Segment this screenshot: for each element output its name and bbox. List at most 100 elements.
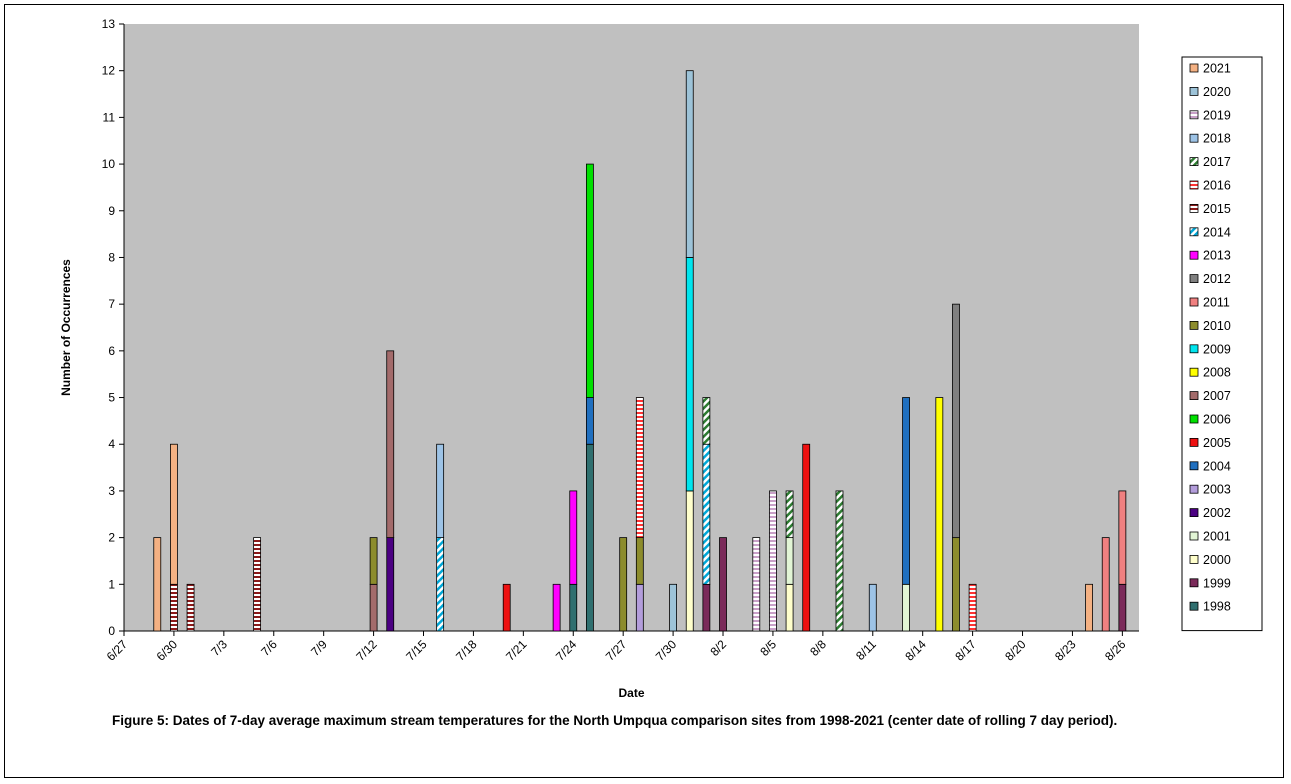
legend-swatch-2013 — [1189, 250, 1199, 260]
y-tick-label: 4 — [108, 437, 115, 451]
legend-label-2014: 2014 — [1203, 225, 1231, 239]
legend-label-2001: 2001 — [1203, 530, 1231, 544]
x-axis-title: Date — [618, 686, 644, 700]
bar-segment-2008 — [935, 397, 944, 632]
y-tick-label: 7 — [108, 297, 115, 311]
x-tick-label: 8/20 — [1002, 637, 1029, 664]
legend-swatch-2005 — [1189, 437, 1199, 447]
x-tick-label: 8/8 — [807, 637, 829, 659]
y-tick-label: 1 — [108, 577, 115, 591]
bar-segment-2005 — [802, 443, 811, 632]
bar-segment-2000 — [785, 583, 794, 632]
bar-segment-2013 — [569, 490, 578, 585]
legend-swatch-2006 — [1189, 414, 1199, 424]
legend-label-2015: 2015 — [1203, 202, 1231, 216]
legend-label-2009: 2009 — [1203, 342, 1231, 356]
x-tick-label: 7/6 — [258, 637, 280, 659]
bar-segment-2016 — [968, 583, 977, 632]
bar-segment-2021 — [1085, 583, 1093, 632]
bar-segment-2004 — [902, 397, 910, 585]
legend-swatch-2018 — [1189, 133, 1199, 143]
x-tick-label: 8/14 — [902, 637, 929, 664]
bar-segment-2004 — [586, 397, 594, 445]
legend-label-1998: 1998 — [1203, 600, 1231, 614]
legend-label-2007: 2007 — [1203, 389, 1231, 403]
legend-label-2011: 2011 — [1203, 296, 1230, 310]
bar-segment-2021 — [153, 537, 162, 632]
legend-label-2003: 2003 — [1203, 483, 1231, 497]
bar-segment-2018 — [436, 443, 445, 539]
legend-swatch-1999 — [1189, 578, 1199, 588]
bar-segment-2021 — [170, 443, 178, 585]
legend-swatch-2011 — [1189, 297, 1199, 307]
y-tick-label: 8 — [108, 250, 115, 264]
bar-segment-1998 — [569, 583, 578, 632]
legend-label-2000: 2000 — [1203, 553, 1231, 567]
bar-segment-2014 — [436, 537, 445, 632]
legend-swatch-2015 — [1189, 203, 1199, 213]
legend-swatch-2002 — [1189, 508, 1199, 518]
x-tick-label: 7/18 — [453, 637, 480, 664]
legend-swatch-2007 — [1189, 391, 1199, 401]
x-tick-label: 6/27 — [104, 637, 131, 664]
bars — [153, 70, 1127, 632]
y-tick-label: 6 — [108, 344, 115, 358]
legend-label-2004: 2004 — [1203, 459, 1231, 473]
legend-label-2018: 2018 — [1203, 132, 1231, 146]
y-tick-label: 11 — [103, 110, 116, 124]
legend-swatch-2021 — [1189, 63, 1199, 73]
legend-swatch-2004 — [1189, 461, 1199, 471]
bar-segment-2019 — [752, 537, 761, 632]
bar-segment-2005 — [502, 583, 511, 632]
x-tick-label: 7/27 — [603, 637, 630, 664]
x-tick-label: 8/5 — [757, 637, 779, 659]
x-axis: 6/27 6/30 7/3 7/6 7/9 7/12 7/15 7/18 7/21 7/24 7/2… — [104, 630, 1139, 664]
bar-segment-2019 — [769, 490, 777, 632]
bar-segment-2010 — [635, 537, 644, 585]
bar-segment-1999 — [719, 537, 727, 632]
legend-swatch-2000 — [1189, 555, 1199, 564]
x-tick-label: 7/3 — [208, 637, 230, 659]
bar-segment-2007 — [386, 350, 395, 539]
legend-swatch-2019 — [1189, 110, 1199, 120]
legend-label-2016: 2016 — [1203, 179, 1231, 193]
legend-swatch-2003 — [1189, 484, 1199, 494]
bar-segment-2000 — [685, 490, 694, 632]
x-tick-label: 7/15 — [403, 637, 430, 664]
legend-swatch-2008 — [1189, 367, 1199, 377]
bar-segment-2011 — [1118, 490, 1127, 585]
bar-segment-1998 — [586, 443, 594, 632]
bar-segment-2015 — [186, 583, 195, 632]
legend-label-2012: 2012 — [1203, 272, 1231, 286]
plot-area — [124, 24, 1139, 631]
bar-segment-2003 — [635, 583, 644, 632]
legend-label-2010: 2010 — [1203, 319, 1231, 333]
bar-segment-2017 — [702, 397, 711, 445]
y-tick-label: 13 — [102, 17, 116, 31]
x-tick-label: 8/17 — [952, 637, 979, 664]
y-tick-label: 5 — [108, 391, 115, 405]
y-tick-label: 3 — [108, 484, 115, 498]
legend-swatch-2020 — [1189, 87, 1199, 96]
legend-label-1999: 1999 — [1203, 576, 1231, 590]
legend-swatch-2010 — [1189, 320, 1199, 330]
legend-label-2013: 2013 — [1203, 249, 1231, 263]
x-tick-label: 8/11 — [853, 637, 879, 663]
bar-segment-2012 — [952, 303, 960, 539]
bar-segment-2001 — [902, 583, 910, 632]
bar-segment-2013 — [552, 583, 561, 632]
legend-swatch-2009 — [1189, 344, 1199, 354]
bar-segment-1999 — [702, 583, 711, 632]
legend-label-2017: 2017 — [1203, 155, 1231, 169]
legend-label-2020: 2020 — [1203, 85, 1231, 99]
legend-swatch-1998 — [1189, 601, 1199, 611]
bar-segment-2010 — [952, 537, 960, 632]
x-tick-label: 7/24 — [553, 637, 580, 664]
x-tick-label: 7/12 — [353, 637, 380, 664]
legend-label-2006: 2006 — [1203, 413, 1231, 427]
bar-segment-2002 — [386, 537, 395, 632]
x-tick-label: 8/23 — [1052, 637, 1079, 664]
bar-segment-1999 — [1118, 583, 1127, 632]
x-tick-label: 8/26 — [1102, 637, 1129, 664]
